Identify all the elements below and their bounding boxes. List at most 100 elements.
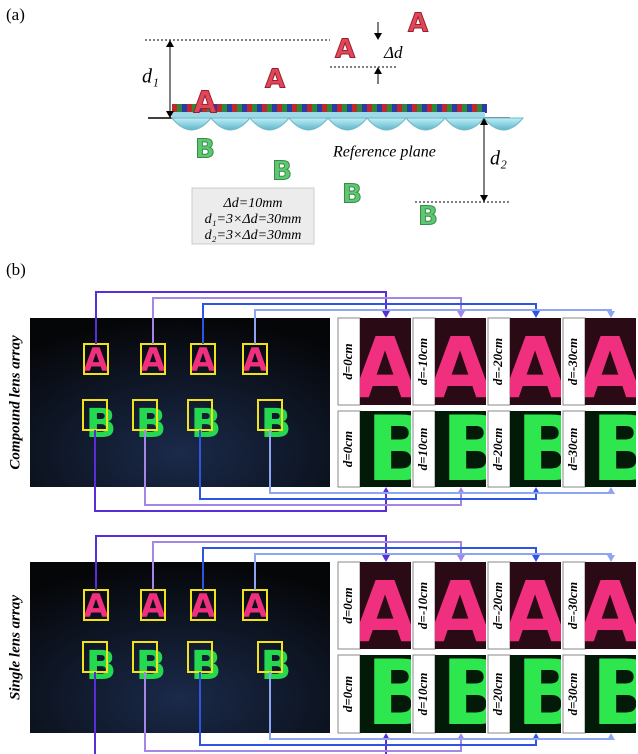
crop-letter-a: A — [427, 563, 492, 661]
pixel-stripe — [377, 104, 382, 113]
pixel-stripe — [392, 104, 397, 113]
pixel-stripe — [462, 104, 467, 113]
crop-label: d=20cm — [490, 673, 505, 716]
pixel-stripe — [352, 104, 357, 113]
crop-letter-a: A — [352, 563, 417, 661]
crop-label: d=-20cm — [490, 582, 505, 629]
crop-label: d=10cm — [415, 428, 430, 471]
pixel-stripe — [482, 104, 487, 113]
pixel-stripe — [247, 104, 252, 113]
pixel-stripe — [457, 104, 462, 113]
crop-image: A — [577, 562, 638, 661]
crop-label: d=0cm — [340, 676, 355, 712]
pixel-stripe — [217, 104, 222, 113]
arrowhead — [457, 555, 465, 562]
note-line: d₁=3×Δd=30mm — [205, 212, 302, 227]
image-letter-b: B — [191, 643, 222, 689]
crop-image: A — [502, 318, 567, 417]
panel-label: (a) — [6, 5, 25, 24]
crop-image: A — [352, 562, 417, 661]
crop-letter-a: A — [352, 319, 417, 417]
crop-image: A — [352, 318, 417, 417]
pixel-stripe — [397, 104, 402, 113]
crop-letter-a: A — [577, 319, 638, 417]
pixel-stripe — [317, 104, 322, 113]
pixel-stripe — [177, 104, 182, 113]
arrowhead — [607, 487, 615, 494]
arrowhead — [374, 67, 382, 74]
pixel-stripe — [327, 104, 332, 113]
crop-label: d=30cm — [565, 673, 580, 716]
crop-label: d=0cm — [340, 587, 355, 623]
letter-a: A — [265, 65, 285, 95]
pixel-stripe — [357, 104, 362, 113]
dd-label: Δd — [383, 43, 403, 62]
letter-a: A — [408, 9, 428, 39]
pixel-stripe — [182, 104, 187, 113]
pixel-stripe — [417, 104, 422, 113]
arrowhead — [607, 555, 615, 562]
letter-b: B — [418, 202, 438, 232]
pixel-stripe — [432, 104, 437, 113]
pixel-stripe — [262, 104, 267, 113]
pixel-stripe — [227, 104, 232, 113]
letter-b: B — [195, 135, 215, 165]
crop-letter-a: A — [577, 563, 638, 661]
lens-array — [172, 118, 523, 130]
pixel-stripe — [292, 104, 297, 113]
pixel-stripe — [477, 104, 482, 113]
crop-letter-b: B — [591, 641, 638, 746]
crop-label: d=10cm — [415, 673, 430, 716]
pixel-stripe — [422, 104, 427, 113]
pixel-stripe — [372, 104, 377, 113]
pixel-stripe — [187, 104, 192, 113]
crop-label: d=0cm — [340, 431, 355, 467]
row-label: Compound lens array — [7, 335, 23, 470]
image-letter-b: B — [261, 401, 292, 447]
image-letter-b: B — [261, 643, 292, 689]
pixel-stripe — [467, 104, 472, 113]
pixel-stripe — [452, 104, 457, 113]
reference-plane-label: Reference plane — [332, 144, 436, 161]
d2-label: d₂ — [490, 148, 507, 170]
crop-image: A — [577, 318, 638, 417]
arrowhead — [457, 311, 465, 318]
pixel-stripe — [337, 104, 342, 113]
pixel-stripe — [322, 104, 327, 113]
pixel-stripe — [222, 104, 227, 113]
crop-image: A — [427, 562, 492, 661]
crop-letter-b: B — [591, 397, 638, 502]
pixel-stripe — [447, 104, 452, 113]
crop-image: B — [585, 397, 638, 502]
image-letter-b: B — [136, 643, 167, 689]
crop-label: d=-10cm — [415, 338, 430, 385]
crop-label: d=-10cm — [415, 582, 430, 629]
image-letter-b: B — [86, 643, 117, 689]
arrowhead — [532, 555, 540, 562]
note-line: Δd=10mm — [223, 196, 283, 211]
image-letter-b: B — [86, 401, 117, 447]
image-letter-b: B — [136, 401, 167, 447]
crop-letter-a: A — [427, 319, 492, 417]
letter-a: A — [193, 86, 217, 121]
pixel-stripe — [277, 104, 282, 113]
image-letter-b: B — [191, 401, 222, 447]
pixel-stripe — [442, 104, 447, 113]
pixel-stripe — [437, 104, 442, 113]
row-label: Single lens array — [7, 595, 23, 700]
pixel-stripe — [332, 104, 337, 113]
pixel-stripe — [342, 104, 347, 113]
arrowhead — [607, 733, 615, 740]
letter-b: B — [342, 180, 362, 210]
arrowhead — [374, 33, 382, 40]
note-line: d₂=3×Δd=30mm — [205, 228, 302, 243]
crop-label: d=0cm — [340, 343, 355, 379]
letter-b: B — [272, 157, 292, 187]
pixel-stripe — [242, 104, 247, 113]
pixel-stripe — [402, 104, 407, 113]
crop-label: d=-30cm — [565, 582, 580, 629]
pixel-stripe — [232, 104, 237, 113]
pixel-stripe — [287, 104, 292, 113]
crop-label: d=20cm — [490, 428, 505, 471]
pixel-stripe — [252, 104, 257, 113]
